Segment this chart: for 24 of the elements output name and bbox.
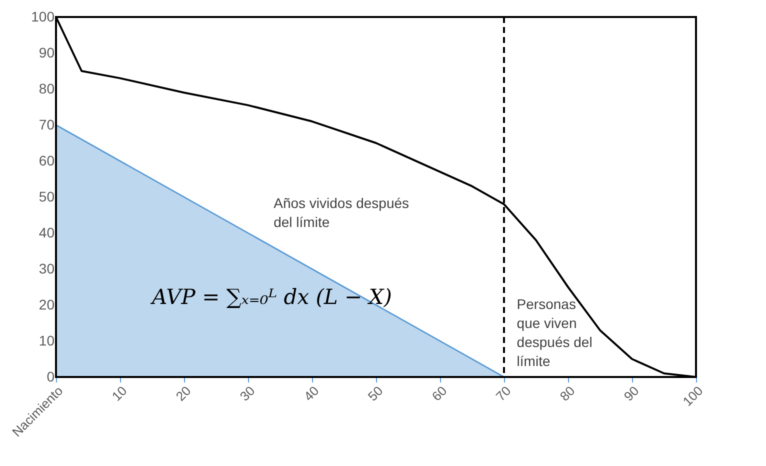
x-tick-label: 50 (364, 383, 386, 404)
y-tick-label: 90 (38, 44, 55, 60)
y-tick-label: 80 (38, 80, 55, 96)
annotation: Personas que viven después del límite (516, 296, 592, 369)
x-tick-label: 70 (492, 383, 514, 404)
x-tick-label: 100 (680, 383, 706, 410)
y-tick-label: 70 (38, 116, 55, 132)
y-tick-label: 20 (38, 296, 55, 312)
y-tick-label: 50 (38, 188, 55, 204)
x-tick-label: 40 (300, 383, 322, 404)
y-tick-label: 100 (31, 8, 55, 24)
x-tick-label: 80 (556, 383, 578, 404)
annotation: AVP = ∑ₓ₌₀ᴸ dx (L − X) (150, 284, 392, 309)
y-tick-label: 30 (38, 260, 55, 276)
y-tick-label: 40 (38, 224, 55, 240)
x-tick-label: 10 (108, 383, 130, 404)
y-tick-label: 60 (38, 152, 55, 168)
x-tick-label: 20 (172, 383, 194, 404)
x-tick-label: 60 (428, 383, 450, 404)
x-tick-label: 90 (620, 383, 642, 404)
y-tick-label: 10 (38, 332, 55, 348)
y-tick-label: 0 (46, 368, 55, 384)
annotation: Años vividos después del límite (274, 195, 410, 230)
x-tick-label: 30 (236, 383, 258, 404)
